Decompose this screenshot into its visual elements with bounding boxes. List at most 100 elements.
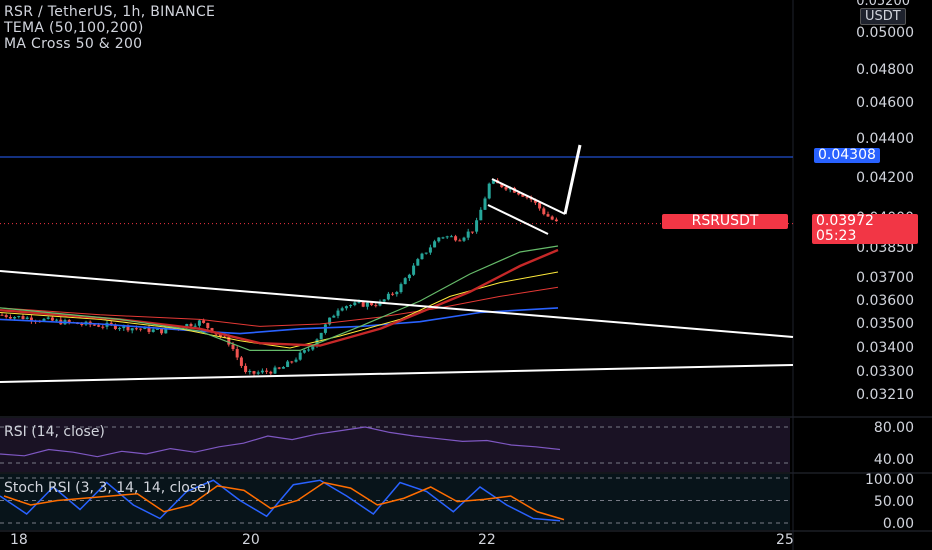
candle-body bbox=[386, 293, 390, 300]
candle-body bbox=[244, 365, 248, 372]
candle-body bbox=[533, 199, 537, 203]
candle-body bbox=[407, 274, 411, 279]
candle-body bbox=[252, 371, 256, 374]
candle-body bbox=[235, 349, 239, 358]
candle-body bbox=[29, 317, 33, 322]
time-axis-label: 20 bbox=[242, 532, 260, 548]
candle-body bbox=[374, 305, 378, 307]
candle-body bbox=[491, 180, 495, 184]
stoch-pane-label: Stoch RSI (3, 3, 14, 14, close) bbox=[4, 480, 212, 496]
candle-body bbox=[483, 198, 487, 210]
candle-body bbox=[164, 327, 168, 334]
candle-body bbox=[412, 265, 416, 275]
candle-body bbox=[361, 301, 365, 307]
rsi-pane-background bbox=[0, 418, 790, 472]
candle-body bbox=[487, 183, 491, 199]
candle-body bbox=[454, 236, 458, 241]
candle-body bbox=[319, 332, 323, 340]
stoch-axis-label: 100.00 bbox=[865, 472, 914, 488]
candle-body bbox=[13, 317, 17, 319]
candle-body bbox=[311, 346, 315, 350]
price-axis-label: 0.05000 bbox=[856, 25, 914, 41]
candle-body bbox=[315, 339, 319, 347]
candle-body bbox=[130, 328, 134, 331]
candle-body bbox=[17, 316, 21, 318]
symbol-tag-badge: RSRUSDT bbox=[662, 214, 788, 229]
candle-body bbox=[370, 302, 374, 306]
price-axis-label: 0.03850 bbox=[856, 240, 914, 256]
candle-body bbox=[21, 316, 25, 319]
flag-line-bottom bbox=[487, 204, 549, 235]
time-axis-label: 18 bbox=[10, 532, 28, 548]
candle-body bbox=[441, 237, 445, 239]
rsi-line bbox=[0, 426, 561, 458]
candle-body bbox=[260, 370, 264, 373]
candle-body bbox=[475, 220, 479, 232]
stoch-pane-background bbox=[0, 474, 790, 530]
candle-body bbox=[353, 302, 357, 306]
rsi-pane-label: RSI (14, close) bbox=[4, 424, 105, 440]
candle-body bbox=[139, 328, 143, 330]
candle-body bbox=[134, 328, 138, 330]
candle-body bbox=[160, 328, 164, 334]
candle-body bbox=[193, 325, 197, 327]
price-axis-label: 0.03400 bbox=[856, 340, 914, 356]
candle-body bbox=[155, 328, 159, 330]
candle-body bbox=[197, 320, 201, 326]
candle-body bbox=[546, 214, 550, 217]
candle-body bbox=[8, 317, 12, 319]
time-axis-label: 25 bbox=[776, 532, 794, 548]
candle-body bbox=[0, 314, 4, 316]
time-axis-label: 22 bbox=[478, 532, 496, 548]
candle-body bbox=[231, 344, 235, 350]
candle-body bbox=[227, 336, 231, 345]
candle-body bbox=[466, 231, 470, 238]
candle-body bbox=[67, 320, 71, 323]
candle-body bbox=[403, 278, 407, 285]
candle-body bbox=[151, 329, 155, 332]
candle-body bbox=[50, 317, 54, 321]
stoch-k-line bbox=[0, 479, 561, 522]
candle-body bbox=[265, 370, 269, 372]
candle-body bbox=[449, 236, 453, 238]
trendline-upper bbox=[0, 270, 794, 338]
price-axis-label: 0.05200 bbox=[856, 0, 910, 9]
candle-body bbox=[185, 324, 189, 328]
last-price-badge: 0.03972 05:23 bbox=[812, 214, 918, 244]
candle-body bbox=[349, 305, 353, 307]
candle-body bbox=[97, 325, 101, 327]
candle-body bbox=[554, 219, 558, 222]
candle-body bbox=[517, 192, 521, 195]
candle-body bbox=[399, 284, 403, 293]
tema-line-green bbox=[0, 245, 559, 351]
breakout-arrow-line bbox=[563, 144, 582, 215]
chart-symbol-title: RSR / TetherUS, 1h, BINANCE bbox=[4, 4, 216, 20]
ma-line-blue bbox=[0, 307, 559, 335]
trendline-lower bbox=[0, 364, 794, 383]
ma-line-slow bbox=[0, 286, 559, 327]
currency-badge[interactable]: USDT bbox=[860, 8, 906, 25]
candle-body bbox=[504, 187, 508, 190]
candle-body bbox=[269, 371, 273, 374]
candle-body bbox=[433, 241, 437, 248]
candle-body bbox=[420, 253, 424, 260]
candle-body bbox=[382, 299, 386, 302]
candle-body bbox=[118, 328, 122, 330]
flag-line-top bbox=[491, 178, 566, 215]
candle-body bbox=[202, 320, 206, 323]
indicator-tema-label: TEMA (50,100,200) bbox=[4, 20, 144, 36]
candle-body bbox=[80, 324, 84, 326]
candle-body bbox=[357, 301, 361, 303]
candle-body bbox=[550, 216, 554, 220]
candle-body bbox=[223, 336, 227, 338]
candle-body bbox=[445, 236, 449, 238]
price-axis-label: 0.03210 bbox=[856, 387, 914, 403]
price-axis-label: 0.03700 bbox=[856, 270, 914, 286]
tema-line-red bbox=[0, 248, 559, 347]
candle-body bbox=[46, 317, 50, 319]
price-axis-label: 0.03500 bbox=[856, 316, 914, 332]
candle-body bbox=[525, 196, 529, 198]
candle-body bbox=[391, 293, 395, 295]
horizontal-line-price-badge: 0.04308 bbox=[814, 148, 880, 163]
